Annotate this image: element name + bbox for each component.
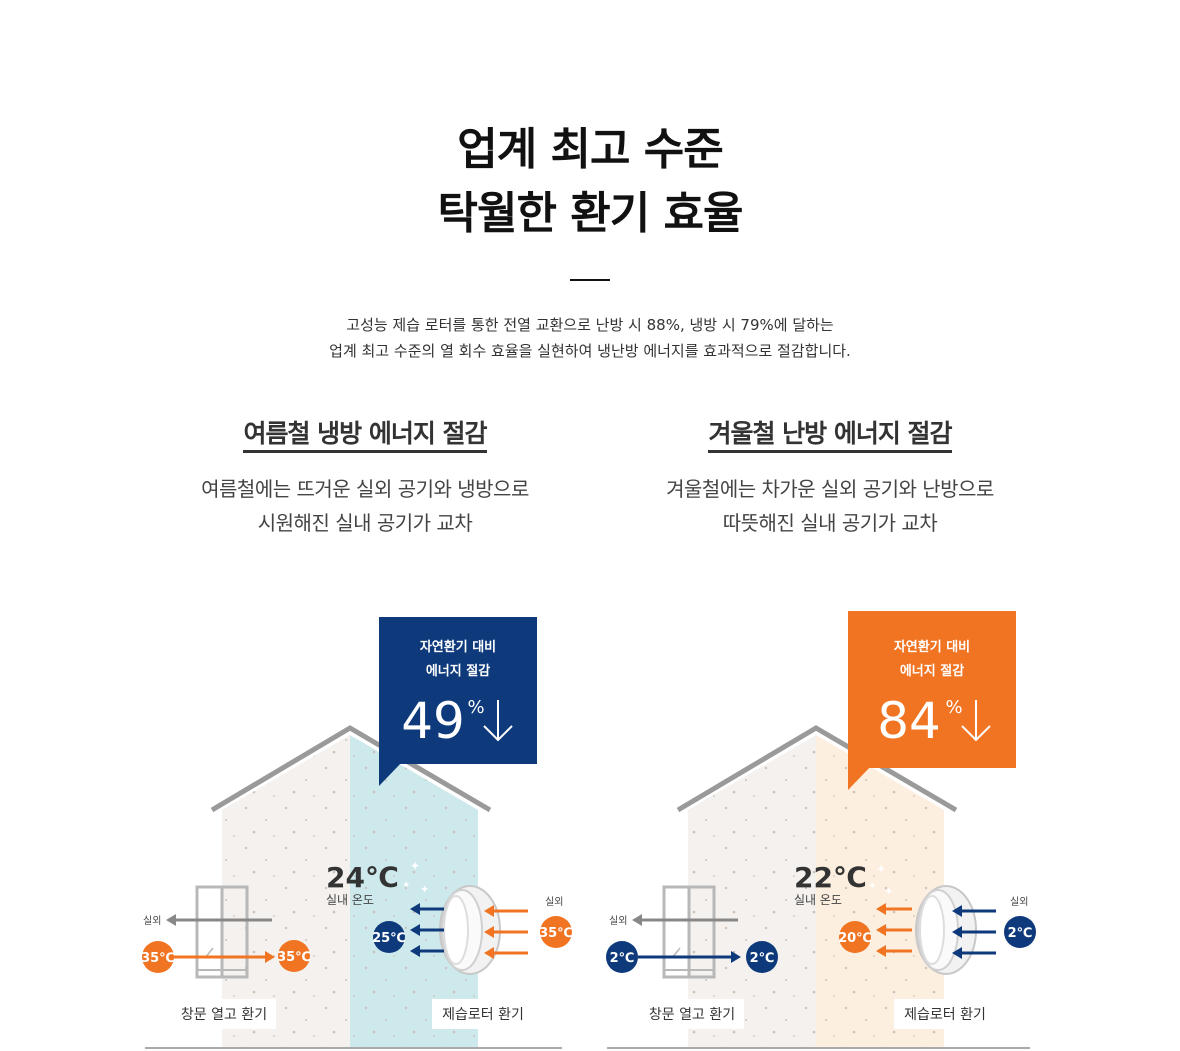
summer-window-in-temp-circle: [142, 941, 174, 973]
summer-window-label-box: [172, 999, 276, 1029]
winter-rotor-out-temp: 2℃: [1008, 926, 1033, 941]
winter-window-out-temp: 2℃: [750, 951, 775, 966]
summer-window-in-temp: 35℃: [141, 951, 175, 966]
summer-window-icon: [195, 885, 249, 979]
sparkle-icon: ✦: [410, 859, 420, 873]
summer-indoor-temp: 24℃: [326, 861, 399, 894]
winter-window-in-temp: 2℃: [610, 951, 635, 966]
winter-window-label: 창문 열고 환기: [649, 1007, 735, 1023]
winter-roof: [676, 725, 958, 813]
title-line-1: 업계 최고 수준: [457, 124, 724, 175]
winter-section-desc: 겨울철에는 차가운 실외 공기와 난방으로 따뜻해진 실내 공기가 교차: [580, 472, 1080, 540]
summer-roof: [210, 725, 492, 813]
summer-diagram: 자연환기 대비 에너지 절감 49 % 실외 35℃ 35℃ 24℃ 실내 온도…: [141, 617, 573, 1049]
winter-window-label-box: [640, 999, 744, 1029]
winter-indoor-temp: 22℃: [794, 861, 867, 894]
summer-badge-line-1: 자연환기 대비: [420, 639, 496, 655]
intro-line-2: 업계 최고 수준의 열 회수 효율을 실현하여 냉난방 에너지를 효과적으로 절…: [329, 342, 851, 360]
winter-badge: 자연환기 대비 에너지 절감 84 %: [848, 611, 1016, 790]
winter-rotor-icon: [915, 885, 977, 975]
summer-section-desc: 여름철에는 뜨거운 실외 공기와 냉방으로 시원해진 실내 공기가 교차: [115, 472, 615, 540]
winter-rotor-in-temp: 20℃: [838, 931, 872, 946]
title-divider: [570, 279, 610, 281]
summer-badge-line-2: 에너지 절감: [426, 663, 490, 679]
intro-line-1: 고성능 제습 로터를 통한 전열 교환으로 난방 시 88%, 냉방 시 79%…: [346, 316, 834, 334]
sparkle-icon: ✦: [420, 883, 429, 896]
summer-rotor-label: 제습로터 환기: [442, 1007, 524, 1023]
winter-badge-line-2: 에너지 절감: [900, 663, 964, 679]
summer-desc-line-2: 시원해진 실내 공기가 교차: [257, 511, 473, 535]
summer-rotor-in-temp: 25℃: [372, 931, 406, 946]
winter-window-out-temp-circle: [746, 941, 778, 973]
winter-navy-arrows: [952, 905, 996, 959]
sparkle-icon: ✦: [884, 885, 893, 898]
winter-rotor-out-temp-circle: [1004, 916, 1036, 948]
winter-badge-unit: %: [945, 697, 962, 718]
winter-badge-line-1: 자연환기 대비: [894, 639, 970, 655]
sparkle-icon: ✦: [402, 880, 410, 891]
summer-orange-arrows: [484, 905, 528, 959]
summer-badge: 자연환기 대비 에너지 절감 49 %: [379, 617, 537, 786]
summer-rotor-out-temp-circle: [540, 916, 572, 948]
summer-badge-unit: %: [467, 697, 484, 718]
summer-navy-arrows: [410, 903, 444, 957]
winter-window-icon: [662, 885, 716, 979]
winter-title-text: 겨울철 난방 에너지 절감: [708, 419, 953, 453]
summer-window-label: 창문 열고 환기: [181, 1007, 267, 1023]
summer-outdoor-right-label: 실외: [545, 896, 563, 908]
winter-rotor-label-box: [894, 999, 996, 1029]
winter-down-arrow-icon: [961, 700, 991, 742]
winter-desc-line-2: 따뜻해진 실내 공기가 교차: [722, 511, 938, 535]
summer-desc-line-1: 여름철에는 뜨거운 실외 공기와 냉방으로: [201, 477, 529, 501]
summer-section-title: 여름철 냉방 에너지 절감: [115, 414, 615, 453]
title-line-2: 탁월한 환기 효율: [437, 188, 744, 239]
summer-window-out-temp-circle: [278, 940, 310, 972]
winter-desc-line-1: 겨울철에는 차가운 실외 공기와 난방으로: [666, 477, 994, 501]
summer-window-out-temp: 35℃: [277, 950, 311, 965]
winter-rotor-in-temp-circle: [839, 921, 871, 953]
summer-rotor-out-temp: 35℃: [539, 926, 573, 941]
winter-section-title: 겨울철 난방 에너지 절감: [580, 414, 1080, 453]
winter-diagram: 자연환기 대비 에너지 절감 84 % 실외 2℃ 2℃ 22℃ 실내 온도 ✦…: [606, 611, 1036, 1049]
page-title: 업계 최고 수준 탁월한 환기 효율: [0, 118, 1180, 246]
intro-description: 고성능 제습 로터를 통한 전열 교환으로 난방 시 88%, 냉방 시 79%…: [0, 312, 1180, 364]
sparkle-icon: ✦: [868, 881, 876, 892]
winter-badge-value: 84: [877, 692, 941, 750]
summer-outdoor-left-label: 실외: [143, 915, 161, 927]
winter-outdoor-right-label: 실외: [1010, 896, 1028, 908]
winter-rotor-label: 제습로터 환기: [904, 1007, 986, 1023]
summer-rotor-label-box: [432, 999, 534, 1029]
winter-window-in-temp-circle: [606, 941, 638, 973]
winter-outdoor-left-label: 실외: [609, 915, 627, 927]
winter-orange-arrows: [876, 903, 912, 957]
summer-rotor-icon: [439, 885, 501, 975]
winter-indoor-label: 실내 온도: [794, 893, 842, 907]
summer-rotor-in-temp-circle: [373, 921, 405, 953]
summer-indoor-label: 실내 온도: [326, 893, 374, 907]
summer-badge-value: 49: [401, 692, 465, 750]
summer-down-arrow-icon: [483, 700, 513, 742]
summer-title-text: 여름철 냉방 에너지 절감: [243, 419, 488, 453]
sparkle-icon: ✦: [876, 862, 886, 876]
